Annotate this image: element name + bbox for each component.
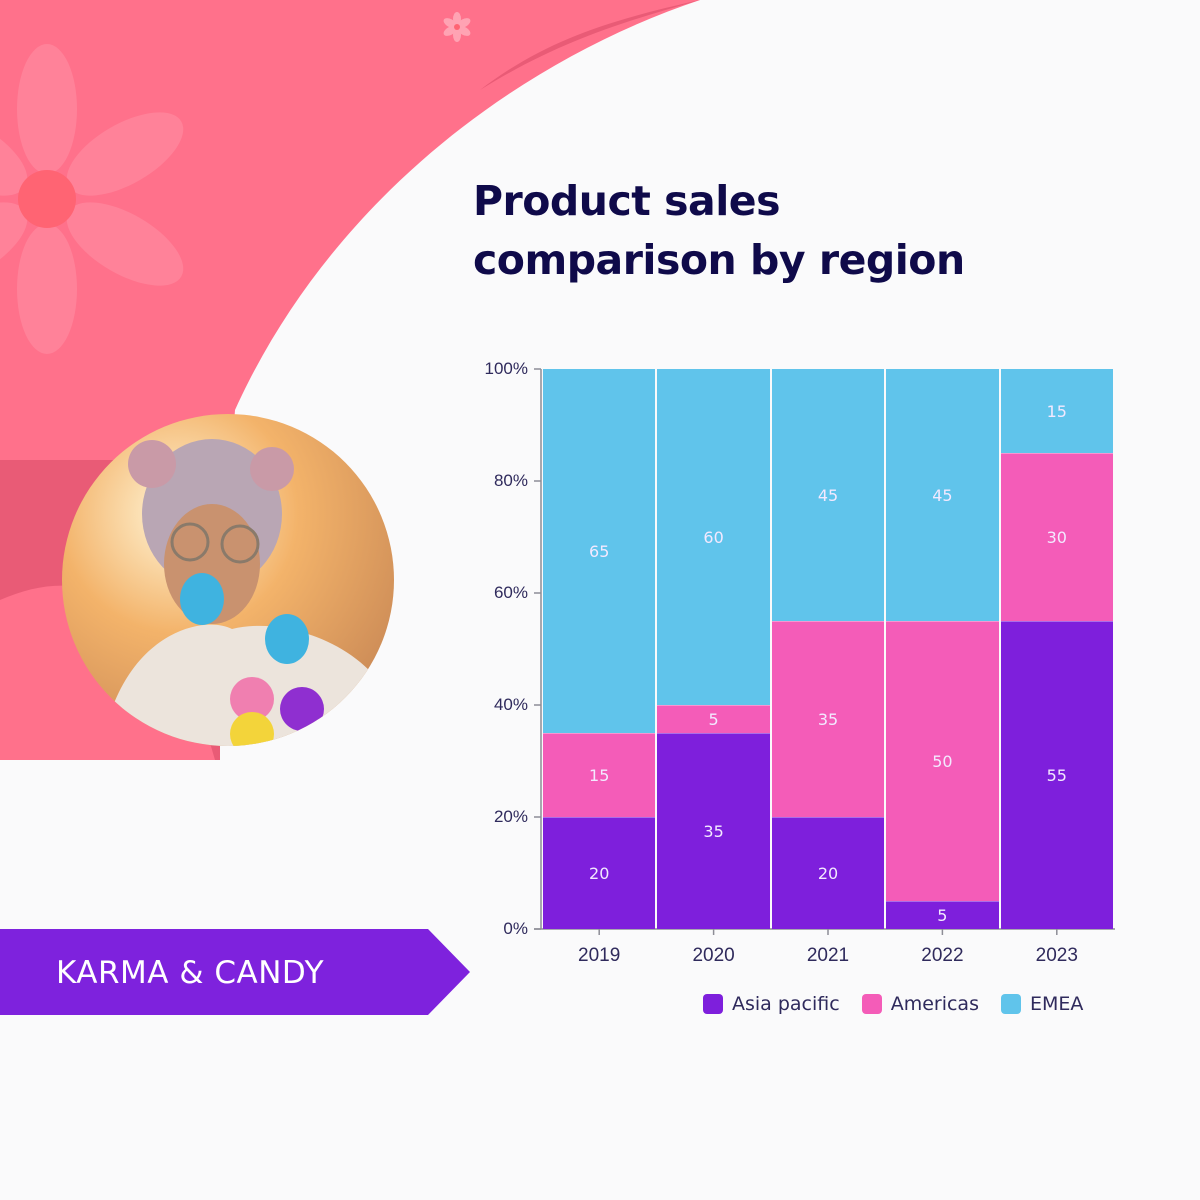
bar-segment-emea-2023: 15 bbox=[1000, 369, 1113, 453]
bar-segment-asia-pacific-2021: 20 bbox=[771, 817, 885, 929]
data-label: 35 bbox=[703, 822, 724, 841]
legend-label: EMEA bbox=[1029, 993, 1084, 1015]
data-label: 45 bbox=[817, 485, 839, 505]
legend-item-americas: Americas bbox=[861, 993, 979, 1015]
y-tick-label: 20% bbox=[493, 807, 528, 826]
legend-item-asia-pacific: Asia pacific bbox=[703, 993, 840, 1015]
flower-icon bbox=[0, 44, 184, 354]
data-label: 20 bbox=[817, 864, 839, 883]
data-label: 35 bbox=[817, 710, 839, 729]
y-tick-label: 60% bbox=[493, 583, 528, 602]
data-label: 20 bbox=[589, 864, 610, 883]
x-tick-label: 2023 bbox=[1035, 945, 1078, 966]
bar-segment-asia-pacific-2022: 5 bbox=[886, 901, 999, 929]
bar-segment-emea-2019: 65 bbox=[543, 369, 656, 733]
small-flower-icon bbox=[443, 12, 471, 42]
bar-segment-americas-2023: 30 bbox=[1000, 453, 1113, 621]
bar-segment-emea-2022: 45 bbox=[886, 369, 999, 621]
data-label: 5 bbox=[708, 710, 719, 729]
y-tick-label: 80% bbox=[493, 471, 528, 490]
bar-segment-asia-pacific-2019: 20 bbox=[543, 817, 656, 929]
data-label: 65 bbox=[589, 541, 610, 561]
bar-segment-asia-pacific-2020: 35 bbox=[657, 733, 770, 929]
legend-swatch-icon bbox=[861, 994, 882, 1014]
bar-segment-americas-2019: 15 bbox=[543, 733, 656, 817]
x-tick-label: 2021 bbox=[806, 945, 850, 966]
data-label: 30 bbox=[1046, 528, 1067, 547]
x-tick-label: 2019 bbox=[578, 945, 621, 966]
data-label: 45 bbox=[932, 485, 953, 505]
title-line-1: Product sales bbox=[473, 177, 781, 225]
y-tick-label: 0% bbox=[503, 919, 528, 938]
data-label: 5 bbox=[937, 906, 948, 925]
bar-segment-asia-pacific-2023: 55 bbox=[1000, 621, 1113, 929]
brand-label: KARMA & CANDY bbox=[56, 955, 325, 991]
data-label: 15 bbox=[589, 766, 610, 785]
data-label: 60 bbox=[703, 527, 724, 547]
bar-segment-americas-2020: 5 bbox=[657, 705, 770, 733]
legend-item-emea: EMEA bbox=[1000, 993, 1084, 1015]
bar-segment-emea-2020: 60 bbox=[657, 369, 770, 705]
bar-segment-emea-2021: 45 bbox=[771, 369, 885, 621]
title-line-2: comparison by region bbox=[473, 236, 965, 284]
bar-segment-americas-2022: 50 bbox=[886, 621, 999, 901]
data-label: 15 bbox=[1046, 401, 1067, 421]
bar-segment-americas-2021: 35 bbox=[771, 621, 885, 817]
data-label: 55 bbox=[1046, 766, 1067, 785]
x-tick-label: 2022 bbox=[921, 945, 964, 966]
data-label: 50 bbox=[932, 752, 953, 771]
y-tick-label: 100% bbox=[484, 359, 528, 378]
legend-label: Americas bbox=[890, 993, 979, 1015]
x-tick-label: 2020 bbox=[692, 945, 735, 966]
y-tick-label: 40% bbox=[493, 695, 528, 714]
brand-banner bbox=[0, 929, 470, 1015]
profile-photo bbox=[62, 414, 394, 746]
chart-title: Product sales comparison by region bbox=[473, 172, 1113, 290]
chart-legend: Asia pacific Americas EMEA bbox=[703, 993, 1105, 1015]
legend-swatch-icon bbox=[703, 994, 723, 1014]
legend-swatch-icon bbox=[1000, 994, 1021, 1014]
legend-label: Asia pacific bbox=[732, 993, 840, 1015]
